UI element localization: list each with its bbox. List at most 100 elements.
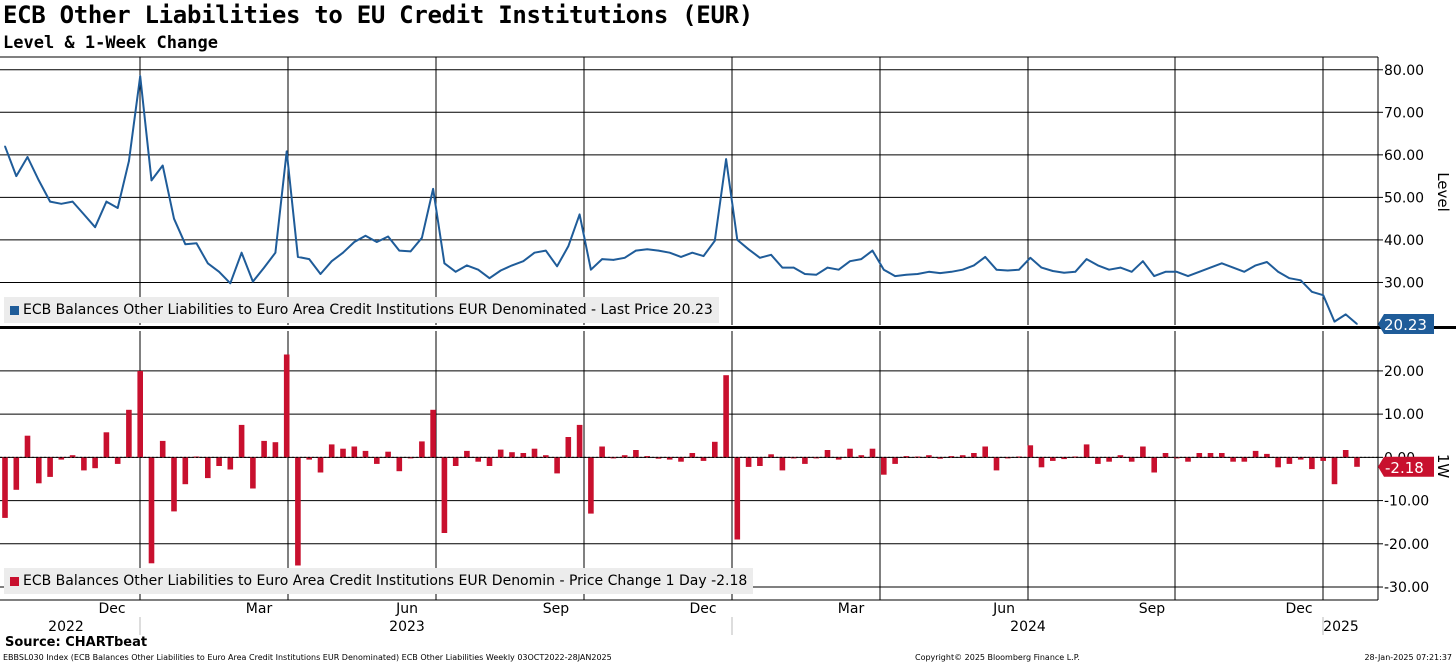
level-point-98 <box>1108 268 1110 271</box>
level-point-68 <box>770 254 772 256</box>
change-bar-41 <box>464 450 470 458</box>
last-value-box-top <box>1378 314 1434 335</box>
level-point-48 <box>545 249 547 252</box>
level-point-28 <box>319 273 322 275</box>
change-bar-110 <box>1241 457 1248 462</box>
level-point-38 <box>432 188 434 190</box>
level-point-92 <box>1040 266 1043 269</box>
change-bar-112 <box>1264 453 1270 458</box>
level-point-73 <box>826 266 829 269</box>
change-bar-118 <box>1331 457 1338 485</box>
level-point-41 <box>466 264 468 267</box>
level-point-50 <box>567 245 570 248</box>
change-bar-102 <box>1151 457 1157 473</box>
level-point-77 <box>871 249 874 252</box>
footer-center: Copyright© 2025 Bloomberg Finance L.P. <box>915 653 1080 662</box>
change-bar-8 <box>92 457 98 469</box>
level-point-63 <box>714 240 716 242</box>
change-bar-95 <box>1072 456 1079 458</box>
change-bar-107 <box>1207 453 1214 458</box>
x-year-label-3: 2025 <box>1323 619 1359 635</box>
x-year-label-1: 2023 <box>389 619 425 635</box>
ytick-label-bottom-0: -30.00 <box>1384 580 1429 596</box>
change-bar-90 <box>1016 456 1022 458</box>
change-bar-77 <box>869 448 876 458</box>
level-point-21 <box>240 251 243 254</box>
change-bar-43 <box>486 457 493 466</box>
change-bar-64 <box>723 375 729 458</box>
level-point-42 <box>477 268 480 271</box>
last-value-box-bottom <box>1378 456 1434 477</box>
change-bar-34 <box>385 451 391 458</box>
level-point-25 <box>285 150 288 153</box>
change-bar-70 <box>790 457 797 459</box>
level-point-2 <box>26 156 29 158</box>
level-point-112 <box>1266 261 1268 263</box>
change-bar-33 <box>374 457 380 464</box>
change-bar-26 <box>295 457 301 566</box>
change-bar-20 <box>227 457 234 470</box>
change-bar-68 <box>768 454 774 458</box>
change-bar-22 <box>250 457 256 489</box>
change-bar-67 <box>757 457 763 466</box>
change-bar-44 <box>497 449 504 458</box>
change-bar-40 <box>452 457 459 466</box>
level-point-22 <box>252 280 254 283</box>
level-point-30 <box>342 251 344 254</box>
ytick-label-bottom-4: 10.00 <box>1384 407 1424 423</box>
level-point-69 <box>781 266 784 269</box>
level-point-65 <box>736 239 739 241</box>
change-bar-2 <box>24 435 31 458</box>
level-point-59 <box>668 251 671 254</box>
level-point-18 <box>207 262 209 265</box>
level-point-45 <box>511 264 513 267</box>
x-month-label-8: Dec <box>1285 601 1312 617</box>
change-bar-106 <box>1196 453 1203 458</box>
change-bar-94 <box>1061 457 1067 460</box>
legend-change-label: ECB Balances Other Liabilities to Euro A… <box>23 573 748 589</box>
level-point-96 <box>1085 258 1088 260</box>
change-bar-88 <box>993 457 1000 471</box>
change-bar-109 <box>1230 457 1236 462</box>
change-bar-16 <box>182 457 189 485</box>
chart-title: ECB Other Liabilities to EU Credit Insti… <box>3 1 753 29</box>
level-point-62 <box>702 255 705 257</box>
change-bar-84 <box>948 456 955 458</box>
change-bar-6 <box>69 455 76 458</box>
change-bar-47 <box>531 448 538 458</box>
x-month-label-3: Sep <box>543 601 570 617</box>
change-bar-53 <box>599 446 605 458</box>
change-bar-99 <box>1117 455 1124 458</box>
change-bar-103 <box>1162 453 1169 458</box>
level-point-15 <box>173 217 175 220</box>
level-point-13 <box>150 179 153 182</box>
level-point-53 <box>601 258 603 260</box>
level-point-34 <box>387 235 389 238</box>
level-point-37 <box>421 237 423 239</box>
level-point-9 <box>105 200 108 203</box>
change-bar-61 <box>689 453 696 458</box>
change-bar-91 <box>1027 445 1034 458</box>
level-point-86 <box>973 264 975 267</box>
level-point-108 <box>1221 262 1223 265</box>
level-point-5 <box>60 203 63 205</box>
level-point-72 <box>815 274 817 276</box>
ytick-label-top-1: 40.00 <box>1384 233 1424 249</box>
change-bar-69 <box>779 457 786 471</box>
x-month-label-5: Mar <box>838 601 865 617</box>
footer-right: 28-Jan-2025 07:21:37 <box>1364 653 1452 662</box>
ytick-label-bottom-5: 20.00 <box>1384 364 1424 380</box>
change-bar-21 <box>238 424 245 458</box>
change-bar-71 <box>802 457 808 464</box>
change-bar-15 <box>171 457 177 512</box>
level-point-82 <box>928 271 930 273</box>
level-point-89 <box>1006 269 1009 272</box>
change-bar-56 <box>633 450 639 458</box>
level-point-43 <box>488 277 491 280</box>
level-point-97 <box>1097 264 1099 267</box>
level-point-44 <box>499 269 502 272</box>
last-value-label-bottom: -2.18 <box>1385 459 1424 477</box>
level-point-67 <box>759 257 761 259</box>
change-bar-89 <box>1004 457 1011 459</box>
level-point-4 <box>49 200 51 203</box>
